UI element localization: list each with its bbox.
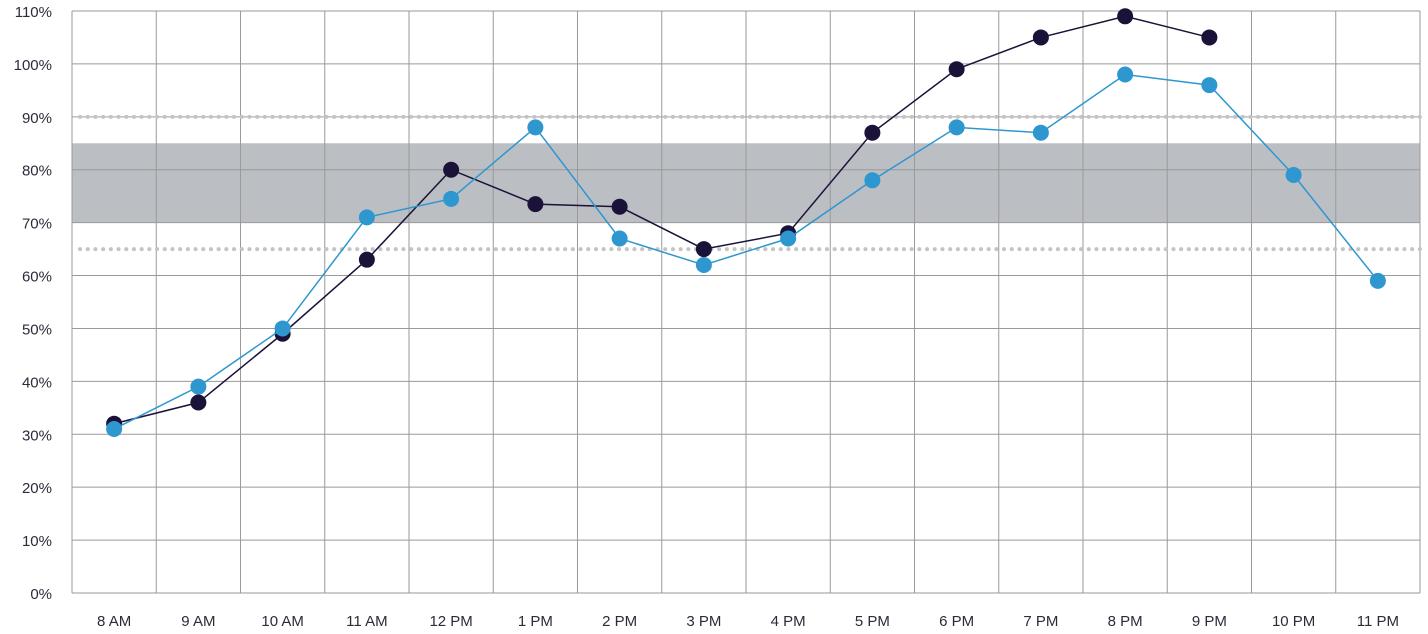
y-tick-label: 90% [22, 110, 52, 127]
x-tick-label: 1 PM [518, 613, 553, 630]
data-point [358, 209, 375, 226]
x-tick-label: 9 AM [181, 613, 215, 630]
y-tick-label: 80% [22, 163, 52, 180]
data-point [527, 196, 544, 213]
data-point [1117, 66, 1134, 83]
data-point [443, 190, 460, 207]
y-tick-label: 100% [14, 57, 52, 74]
x-tick-label: 8 AM [97, 613, 131, 630]
series-layer [106, 8, 1386, 437]
data-point [1032, 29, 1049, 46]
x-tick-label: 11 AM [346, 613, 387, 630]
series-line [113, 15, 1210, 425]
x-tick-label: 10 PM [1272, 613, 1315, 630]
data-point [948, 119, 965, 136]
x-axis-tick-labels: 8 AM 9 AM 10 AM 11 AM 12 PM 1 PM 2 PM 3 PM 4 PM 5… [97, 613, 1399, 630]
data-point [190, 394, 207, 411]
y-tick-label: 110% [15, 4, 52, 21]
data-point [864, 172, 881, 189]
data-point [527, 119, 544, 136]
x-tick-label: 11 PM [1357, 613, 1399, 630]
data-point [358, 251, 375, 268]
data-point [780, 230, 797, 247]
data-point [443, 161, 460, 178]
y-axis-tick-labels: 0% 10% 20% 30% 40% 50% 60% 70% 80% 90% 100% 110% [14, 4, 52, 603]
data-point [695, 241, 712, 258]
reference-lines [78, 114, 1422, 252]
y-tick-label: 40% [22, 374, 52, 391]
y-tick-label: 70% [22, 216, 52, 233]
x-tick-label: 6 PM [939, 613, 974, 630]
data-point [611, 198, 628, 215]
x-tick-label: 7 PM [1023, 613, 1058, 630]
data-point [1285, 167, 1302, 184]
y-tick-label: 30% [22, 427, 52, 444]
y-tick-label: 50% [22, 321, 52, 338]
data-point [1117, 8, 1134, 25]
series-line [113, 73, 1379, 430]
x-tick-label: 8 PM [1108, 613, 1143, 630]
y-tick-label: 60% [22, 269, 52, 286]
data-point [106, 420, 123, 437]
x-tick-label: 2 PM [602, 613, 637, 630]
data-point [1032, 124, 1049, 141]
x-tick-label: 9 PM [1192, 613, 1227, 630]
data-point [274, 320, 291, 337]
x-tick-label: 3 PM [686, 613, 721, 630]
data-point [611, 230, 628, 247]
data-point [948, 61, 965, 78]
data-point [695, 256, 712, 273]
x-tick-label: 5 PM [855, 613, 890, 630]
x-tick-label: 10 AM [261, 613, 304, 630]
data-point [1201, 77, 1218, 94]
data-point [1201, 29, 1218, 46]
x-tick-label: 4 PM [771, 613, 806, 630]
gridlines [71, 10, 1421, 594]
y-tick-label: 0% [30, 586, 52, 603]
y-tick-label: 20% [22, 480, 52, 497]
data-point [1369, 272, 1386, 289]
data-point [864, 124, 881, 141]
y-tick-label: 10% [22, 533, 52, 550]
x-tick-label: 12 PM [429, 613, 472, 630]
data-point [190, 378, 207, 395]
series-2 [106, 66, 1386, 437]
